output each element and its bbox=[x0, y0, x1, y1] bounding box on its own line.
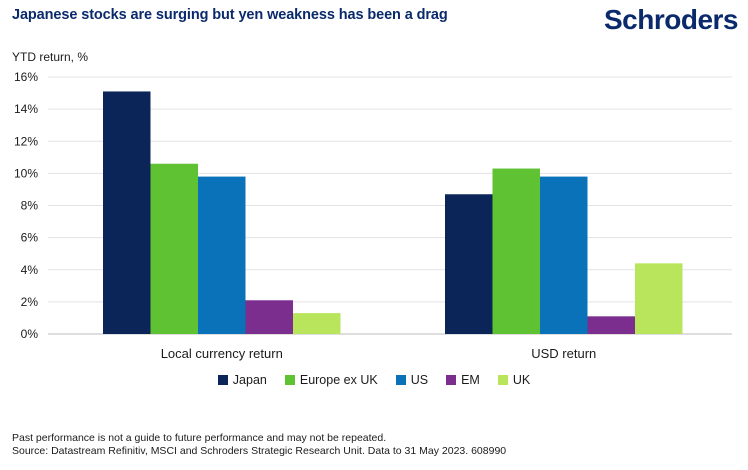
legend-swatch bbox=[446, 375, 457, 385]
legend-label: US bbox=[410, 373, 429, 387]
schroders-logo: Schroders bbox=[604, 4, 739, 35]
legend-swatch bbox=[217, 375, 228, 385]
y-tick-label: 10% bbox=[14, 166, 38, 180]
legend-item: UK bbox=[497, 373, 531, 387]
legend-swatch bbox=[497, 375, 508, 385]
legend-swatch bbox=[395, 375, 406, 385]
y-tick-label: 16% bbox=[14, 70, 38, 84]
disclaimer-text: Past performance is not a guide to futur… bbox=[12, 432, 387, 444]
legend-label: EM bbox=[461, 373, 480, 387]
legend-label: Japan bbox=[232, 373, 267, 387]
legend-item: Japan bbox=[217, 373, 267, 387]
y-tick-label: 14% bbox=[14, 102, 38, 116]
bar-us-0 bbox=[198, 176, 246, 334]
y-tick-label: 6% bbox=[21, 231, 39, 245]
chart-title: Japanese stocks are surging but yen weak… bbox=[12, 7, 448, 23]
y-tick-label: 12% bbox=[14, 134, 38, 148]
legend: Japan Europe ex UK US EM UK bbox=[0, 373, 748, 387]
bar-uk-0 bbox=[293, 313, 341, 334]
y-tick-label: 8% bbox=[21, 199, 39, 213]
bar-japan-0 bbox=[103, 91, 151, 334]
y-tick-label: 0% bbox=[21, 327, 39, 341]
bar-em-0 bbox=[245, 300, 293, 334]
legend-item: US bbox=[395, 373, 429, 387]
legend-item: Europe ex UK bbox=[284, 373, 378, 387]
legend-swatch bbox=[284, 375, 295, 385]
bar-uk-1 bbox=[635, 263, 683, 334]
legend-label: Europe ex UK bbox=[299, 373, 378, 387]
bar-em-1 bbox=[587, 316, 635, 334]
bar-us-1 bbox=[540, 176, 588, 334]
y-tick-labels: 0% 2% 4% 6% 8% 10% 12% 14% 16% bbox=[14, 70, 38, 341]
bar-japan-1 bbox=[445, 194, 493, 334]
legend-item: EM bbox=[446, 373, 480, 387]
y-tick-label: 4% bbox=[21, 263, 39, 277]
bars bbox=[103, 91, 683, 334]
x-tick-label: Local currency return bbox=[161, 346, 283, 361]
legend-label: UK bbox=[512, 373, 531, 387]
x-tick-label: USD return bbox=[531, 346, 596, 361]
y-axis-label: YTD return, % bbox=[12, 50, 89, 64]
footer-notes: Past performance is not a guide to futur… bbox=[12, 432, 506, 458]
source-text: Source: Datastream Refinitiv, MSCI and S… bbox=[12, 445, 507, 457]
bar-europe-ex-uk-1 bbox=[492, 168, 540, 334]
x-tick-labels: Local currency return USD return bbox=[161, 346, 597, 361]
y-tick-label: 2% bbox=[21, 295, 39, 309]
bar-europe-ex-uk-0 bbox=[150, 163, 198, 334]
